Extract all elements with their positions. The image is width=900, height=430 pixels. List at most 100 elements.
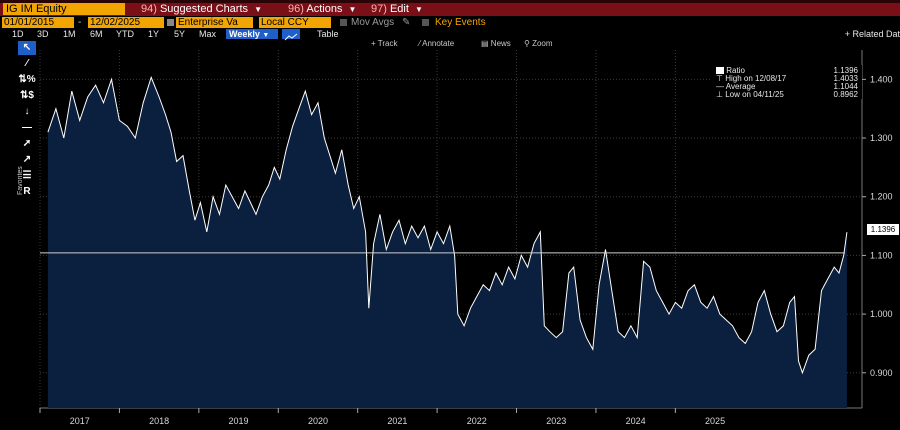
range-ytd[interactable]: YTD xyxy=(116,29,134,39)
zoom-icon: ⚲ xyxy=(524,39,530,48)
range-1m[interactable]: 1M xyxy=(63,29,76,39)
frequency-select[interactable]: Weekly ▼ xyxy=(226,29,278,39)
legend-high-label: High on 12/08/17 xyxy=(725,74,787,83)
actions-label: Actions xyxy=(306,3,343,15)
legend-ratio-value: 1.1396 xyxy=(833,66,858,75)
horizontal-line-icon[interactable]: — xyxy=(22,122,32,133)
mov-avgs-label: Mov Avgs xyxy=(351,17,395,28)
r-tool-icon[interactable]: R xyxy=(23,186,31,197)
percent-tool-icon[interactable]: ⇅% xyxy=(18,74,36,85)
edit-label: Edit xyxy=(389,3,409,15)
chevron-down-icon: ▼ xyxy=(262,32,270,39)
arrow-down-icon[interactable]: ↓ xyxy=(24,106,30,117)
chevron-down-icon: ▼ xyxy=(254,5,263,14)
chevron-down-icon: ▼ xyxy=(348,5,357,14)
drawing-toolbar: ↖ ⁄ ⇅% ⇅$ ↓ — ➚ ↗ ☰ R Favorites xyxy=(16,40,38,200)
menu-bar: IG IM Equity 94) Suggested Charts ▼ 96) … xyxy=(0,0,900,16)
legend-high-value: 1.4033 xyxy=(833,74,858,83)
start-date-field[interactable]: 01/01/2015 xyxy=(2,17,74,28)
zoom-button[interactable]: ⚲ Zoom xyxy=(524,39,553,49)
x-tick-label: 2024 xyxy=(626,416,646,426)
suggested-charts-label: Suggested Charts xyxy=(159,3,249,15)
range-1y[interactable]: 1Y xyxy=(148,29,160,39)
x-tick-label: 2021 xyxy=(387,416,407,426)
x-tick-label: 2023 xyxy=(546,416,566,426)
legend-swatch xyxy=(716,67,724,75)
news-label: News xyxy=(490,39,511,48)
pencil-icon[interactable]: ✎ xyxy=(402,17,411,28)
series-line xyxy=(47,75,848,375)
line-tool-icon[interactable]: ⁄ xyxy=(26,58,28,69)
news-icon: ▤ xyxy=(481,39,489,48)
legend-ratio-row: Ratio xyxy=(716,66,745,75)
calendar-icon[interactable] xyxy=(167,19,174,26)
news-button[interactable]: ▤ News xyxy=(481,39,511,49)
favorites-label: Favorites xyxy=(17,166,24,195)
average-marker-icon: — xyxy=(716,82,724,91)
y-tick-label: 1.000 xyxy=(870,309,893,319)
parameter-row: 01/01/2015 - 12/02/2025 Enterprise Va Lo… xyxy=(0,16,900,29)
x-tick-label: 2018 xyxy=(149,416,169,426)
key-events-label: Key Events xyxy=(435,17,486,28)
x-tick-label: 2022 xyxy=(467,416,487,426)
x-tick-label: 2020 xyxy=(308,416,328,426)
last-price-tag: 1.1396 xyxy=(867,224,899,235)
cursor-icon[interactable]: ↖ xyxy=(18,41,36,55)
legend-average-value: 1.1044 xyxy=(833,82,858,91)
y-tick-label: 1.200 xyxy=(870,192,893,202)
range-3d[interactable]: 3D xyxy=(37,29,49,39)
track-button[interactable]: + Track xyxy=(371,39,397,49)
metric-select[interactable]: Enterprise Va xyxy=(176,17,253,28)
end-date-field[interactable]: 12/02/2025 xyxy=(88,17,164,28)
range-6m[interactable]: 6M xyxy=(90,29,103,39)
y-tick-label: 1.300 xyxy=(870,133,893,143)
crosshair-icon: + xyxy=(371,39,376,48)
line-chart-icon[interactable] xyxy=(282,29,300,41)
annotate-icon: ⁄ xyxy=(419,39,421,48)
legend-ratio-label: Ratio xyxy=(726,66,745,75)
annotate-label: Annotate xyxy=(422,39,455,48)
range-1d[interactable]: 1D xyxy=(12,29,24,39)
actions-number: 96) xyxy=(288,3,304,15)
trend-line-icon[interactable]: ➚ xyxy=(22,138,32,149)
channel-icon[interactable]: ☰ xyxy=(22,170,32,181)
x-tick-label: 2017 xyxy=(70,416,90,426)
x-tick-label: 2025 xyxy=(705,416,725,426)
trend-up-icon[interactable]: ↗ xyxy=(22,154,32,165)
y-tick-label: 1.400 xyxy=(870,74,893,84)
line-chart-glyph xyxy=(284,33,298,41)
legend-low-value: 0.8962 xyxy=(833,90,858,99)
y-tick-label: 0.900 xyxy=(870,368,893,378)
frequency-label: Weekly xyxy=(229,29,260,39)
legend-average-row: — Average xyxy=(716,82,755,91)
table-button[interactable]: Table xyxy=(317,29,339,39)
actions-menu[interactable]: 96) Actions ▼ xyxy=(288,3,356,15)
dollar-tool-icon[interactable]: ⇅$ xyxy=(20,90,34,101)
ticker-field[interactable]: IG IM Equity xyxy=(3,3,125,15)
range-5y[interactable]: 5Y xyxy=(174,29,186,39)
annotate-button[interactable]: ⁄ Annotate xyxy=(419,39,454,49)
low-marker-icon: ⊥ xyxy=(716,90,723,99)
range-row: 1D 3D 1M 6M YTD 1Y 5Y Max Weekly ▼ Table… xyxy=(0,29,900,41)
mov-avgs-checkbox[interactable] xyxy=(340,19,347,26)
title-strip xyxy=(0,0,900,3)
suggested-charts-menu[interactable]: 94) Suggested Charts ▼ xyxy=(141,3,262,15)
legend-low-label: Low on 04/11/25 xyxy=(725,90,784,99)
legend-average-label: Average xyxy=(725,82,756,91)
chevron-down-icon: ▼ xyxy=(415,5,423,14)
date-separator: - xyxy=(78,17,82,28)
suggested-charts-number: 94) xyxy=(141,3,157,15)
currency-select[interactable]: Local CCY xyxy=(259,17,331,28)
edit-menu[interactable]: 97) Edit ▼ xyxy=(371,3,423,15)
legend: Ratio 1.1396 ⊤ High on 12/08/17 1.4033 —… xyxy=(712,65,862,99)
track-label: Track xyxy=(377,39,398,48)
x-tick-label: 2019 xyxy=(229,416,249,426)
edit-number: 97) xyxy=(371,3,387,15)
legend-high-row: ⊤ High on 12/08/17 xyxy=(716,74,786,83)
series-area xyxy=(47,77,847,409)
legend-low-row: ⊥ Low on 04/11/25 xyxy=(716,90,784,99)
range-max[interactable]: Max xyxy=(199,29,217,39)
key-events-checkbox[interactable] xyxy=(422,19,429,26)
related-data-button[interactable]: + Related Dat xyxy=(844,29,900,39)
